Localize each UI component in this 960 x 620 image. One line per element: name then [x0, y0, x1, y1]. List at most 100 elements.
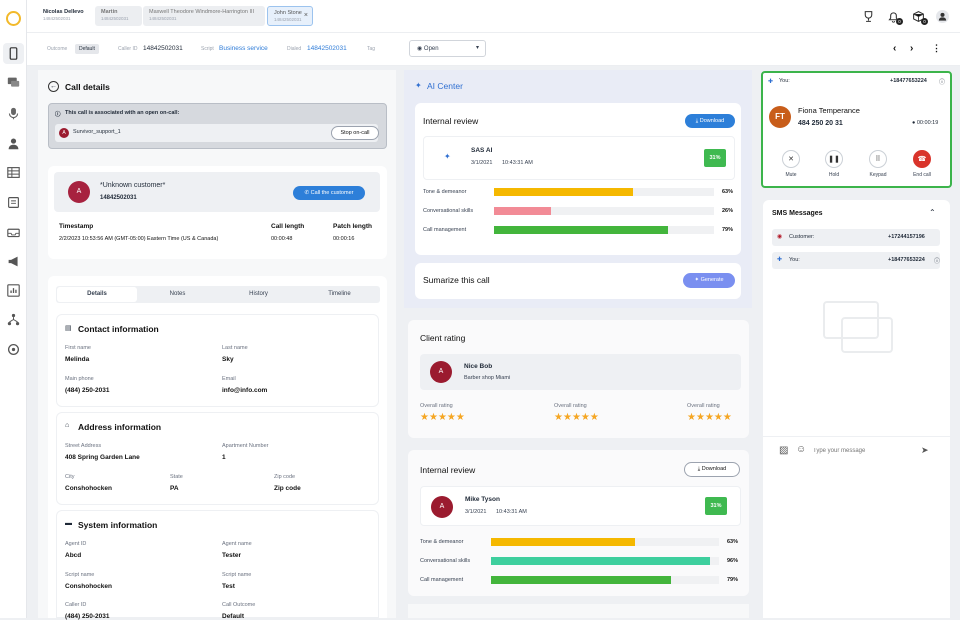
info-icon[interactable]: ⓘ [939, 80, 946, 86]
tab-details[interactable]: Details [57, 287, 137, 302]
tab-notes[interactable]: Notes [169, 291, 186, 297]
document-icon[interactable] [7, 196, 20, 209]
tab-history[interactable]: History [249, 291, 268, 297]
sms-message-input[interactable] [813, 445, 913, 457]
mute-button[interactable]: ✕ [782, 150, 800, 168]
star-icon: ★ [571, 412, 581, 423]
profile-icon[interactable] [936, 10, 949, 23]
star-icon: ★ [722, 412, 732, 423]
tag-label: Tag [367, 46, 376, 52]
hold-button[interactable]: ❚❚ [825, 150, 843, 168]
client-rating-card: Client rating A Nice Bob Barber shop Mia… [408, 320, 749, 438]
call-outcome-value: Default [222, 613, 245, 620]
script-name-value: Test [222, 583, 235, 590]
microphone-icon[interactable] [7, 107, 20, 120]
star-icon: ★ [428, 412, 438, 423]
sidebar [0, 0, 27, 618]
call-tab[interactable]: Maxwell Theodore Windmore-Harrington III… [143, 6, 265, 26]
reviewer-name: SAS AI [471, 147, 493, 154]
call-customer-button[interactable]: ✆ Call the customer [293, 186, 365, 200]
call-tab[interactable]: Martin 14842502031 [95, 6, 142, 26]
hold-label: Hold [828, 172, 840, 178]
download-button[interactable]: ⤓ Download [684, 462, 740, 477]
timer-value: 00:00:19 [916, 120, 939, 126]
chat-icon[interactable] [7, 76, 20, 89]
star-icon: ★ [554, 412, 563, 423]
chevron-right-icon[interactable]: › [910, 43, 914, 54]
email-value: info@info.com [222, 387, 268, 394]
script-link[interactable]: Business service [219, 45, 268, 52]
chevron-up-icon[interactable]: ⌃ [929, 208, 936, 217]
review-time: 10:43:31 AM [502, 160, 533, 166]
close-tab-icon[interactable]: × [303, 12, 308, 19]
reviewer-name: Mike Tyson [465, 496, 500, 503]
settings-icon[interactable] [7, 343, 20, 356]
metric-percent: 63% [727, 539, 739, 545]
tag-select[interactable]: ◉ Open ▾ [409, 40, 486, 57]
apartment-value: 1 [222, 454, 226, 461]
zip-label: Zip code [274, 474, 296, 480]
download-button[interactable]: ⤓ Download [685, 114, 735, 128]
send-icon[interactable]: ➤ [921, 445, 929, 455]
customer-phone: 14842502031 [100, 195, 137, 201]
table-icon[interactable] [7, 166, 20, 179]
trophy-icon[interactable] [862, 10, 875, 23]
metric-label: Call management [423, 227, 467, 233]
call-tab[interactable]: Nicolas Dellevo 14842502031 [37, 6, 89, 26]
generate-button[interactable]: ✦ Generate [683, 273, 735, 288]
user-icon[interactable] [7, 137, 20, 150]
reviewer-row: A Mike Tyson 3/1/2021 10:43:31 AM 31% [420, 486, 741, 526]
first-name-label: First name [65, 345, 91, 351]
info-icon[interactable]: ⓘ [934, 259, 941, 265]
star-icon: ★ [562, 412, 572, 423]
call-tab-active[interactable]: John Stone 14842502031 × [267, 6, 313, 26]
more-vertical-icon[interactable]: ⋮ [932, 43, 941, 53]
metric-bar-fill [494, 188, 633, 196]
review-date: 3/1/2021 [471, 160, 493, 166]
internal-review-card: Internal review ⤓ Download A Mike Tyson … [408, 450, 749, 596]
end-call-button[interactable]: ☎ [913, 150, 931, 168]
script-name-label: Script name [222, 572, 252, 578]
image-icon[interactable]: ▨ [779, 445, 789, 456]
dialed-link[interactable]: 14842502031 [307, 45, 347, 52]
metric-label: Conversational skills [423, 208, 474, 214]
agent-name-label: Agent name [222, 541, 252, 547]
review-date: 3/1/2021 [465, 509, 487, 515]
back-arrow-icon[interactable]: ← [48, 81, 59, 92]
star-icon: ★ [704, 412, 714, 423]
script-label: Script name [65, 572, 95, 578]
sms-thread-row[interactable]: ✚ You: +18477653224 ⓘ [772, 252, 940, 269]
tab-title: Nicolas Dellevo [43, 9, 84, 15]
client-name: Nice Bob [464, 363, 493, 370]
phone-icon[interactable] [3, 43, 24, 64]
tab-subtitle: 14842502031 [149, 16, 177, 21]
bell-icon[interactable]: 0 [887, 10, 903, 25]
package-icon[interactable]: 0 [912, 10, 928, 25]
megaphone-icon[interactable] [7, 255, 20, 268]
address-title: Address information [78, 422, 162, 432]
notification-badge: 0 [896, 18, 903, 25]
app-logo [6, 11, 21, 26]
zip-value: Zip code [274, 485, 301, 492]
sms-thread-row[interactable]: ◉ Customer: +17244157196 [772, 229, 940, 246]
download-icon: ⤓ [695, 118, 700, 124]
chevron-left-icon[interactable]: ‹ [893, 43, 897, 54]
download-label: Download [701, 466, 727, 472]
first-name-value: Melinda [65, 356, 90, 363]
emoji-icon[interactable]: ☺ [796, 444, 807, 455]
mute-label: Mute [785, 172, 797, 178]
star-icon: ★ [589, 412, 599, 423]
stop-on-call-button[interactable]: Stop on-call [331, 126, 379, 140]
sms-title: SMS Messages [772, 210, 823, 217]
ai-review-card: Internal review ⤓ Download ✦ SAS AI 3/1/… [415, 103, 741, 255]
network-icon[interactable] [7, 313, 20, 326]
client-rating-title: Client rating [420, 333, 466, 343]
tab-timeline[interactable]: Timeline [328, 291, 351, 297]
inbox-icon[interactable] [7, 226, 20, 239]
chevron-down-icon: ▾ [475, 45, 479, 51]
keypad-button[interactable]: ⠿ [869, 150, 887, 168]
download-label: Download [699, 118, 725, 124]
chart-icon[interactable] [7, 284, 20, 297]
system-title: System information [78, 520, 158, 530]
sparkle-icon: ✦ [415, 81, 422, 90]
